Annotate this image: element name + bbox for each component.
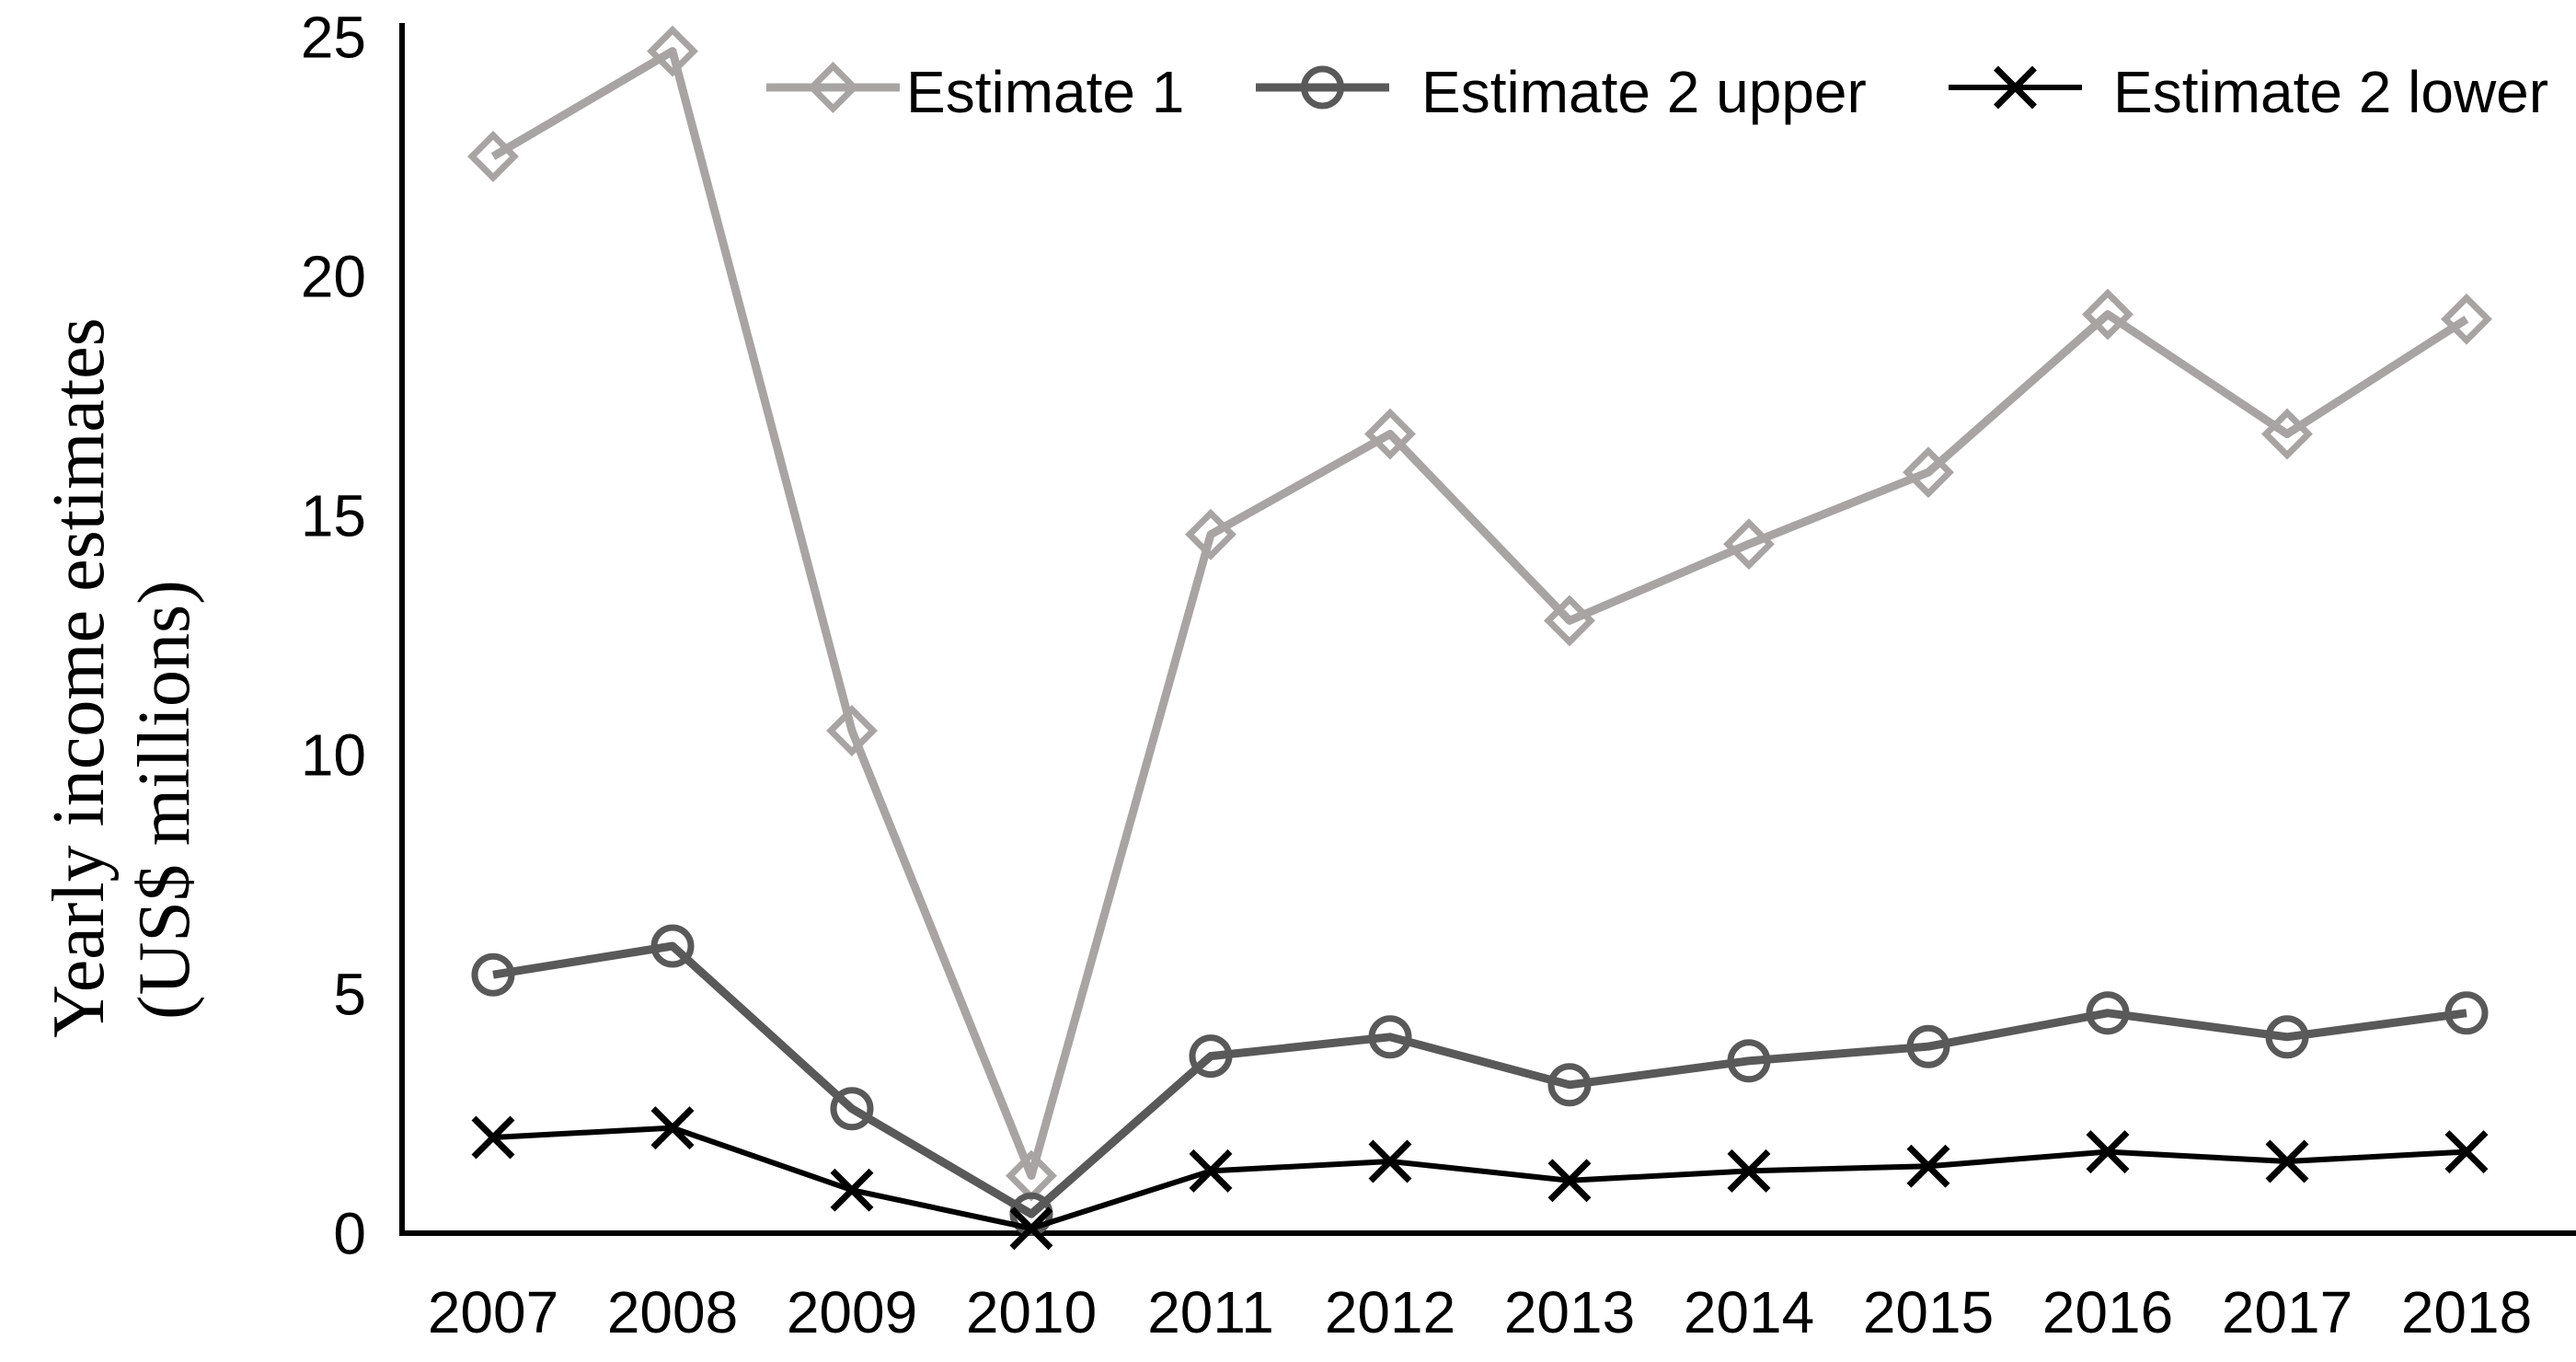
- y-axis-title-line2: (US$ millions): [124, 580, 205, 1020]
- circle-marker-icon: [1547, 1063, 1592, 1107]
- circle-marker-icon: [1368, 1015, 1412, 1059]
- x-tick-label: 2017: [2222, 1279, 2352, 1345]
- x-tick-label: 2008: [607, 1279, 738, 1345]
- legend-label: Estimate 2 upper: [1421, 59, 1867, 125]
- diamond-marker-icon: [1544, 594, 1595, 647]
- x-tick-label: 2012: [1325, 1279, 1455, 1345]
- y-tick-label: 10: [301, 721, 366, 788]
- x-tick-label: 2013: [1504, 1279, 1635, 1345]
- circle-marker-icon: [1301, 65, 1344, 110]
- x-marker-icon: [2265, 1139, 2309, 1183]
- x-tick-label: 2014: [1684, 1279, 1814, 1345]
- circle-marker-icon: [1727, 1039, 1771, 1083]
- x-tick-label: 2018: [2401, 1279, 2532, 1345]
- x-tick-label: 2007: [428, 1279, 558, 1345]
- legend: [766, 62, 2082, 113]
- x-tick-label: 2016: [2042, 1279, 2173, 1345]
- diamond-marker-icon: [2261, 408, 2313, 460]
- x-marker-icon: [1994, 65, 2037, 110]
- diamond-marker-icon: [1185, 508, 1236, 560]
- axis-lines: [399, 23, 2576, 1236]
- circle-marker-icon: [1906, 1024, 1950, 1068]
- series-estimate-1: [467, 25, 2492, 1202]
- circle-marker-icon: [650, 924, 695, 968]
- diamond-marker-icon: [1723, 518, 1775, 571]
- x-marker-icon: [1189, 1148, 1233, 1193]
- series-line: [490, 47, 2469, 1181]
- series-estimate-2-lower: [471, 1106, 2489, 1251]
- x-marker-icon: [1009, 1206, 1053, 1251]
- legend-item-1: [1256, 65, 1389, 110]
- series-line: [492, 1125, 2467, 1231]
- circle-marker-icon: [2265, 1015, 2309, 1059]
- x-tick-label: 2009: [787, 1279, 917, 1345]
- x-marker-icon: [1727, 1148, 1771, 1193]
- x-marker-icon: [650, 1106, 695, 1150]
- x-marker-icon: [830, 1168, 874, 1212]
- y-tick-label: 0: [333, 1200, 366, 1266]
- circle-marker-icon: [471, 952, 515, 997]
- circle-marker-icon: [2444, 991, 2489, 1035]
- x-marker-icon: [471, 1115, 515, 1160]
- diamond-marker-icon: [1364, 408, 1416, 460]
- x-marker-icon: [1368, 1139, 1412, 1183]
- chart-root: 0 5 10 15 20 25 2007 2008 2009 2010 2011 2012 2013 20…: [39, 4, 2576, 1345]
- diamond-marker-icon: [2441, 293, 2492, 345]
- x-tick-label: 2010: [966, 1279, 1097, 1345]
- diamond-marker-icon: [2082, 288, 2133, 340]
- y-tick-label: 15: [301, 482, 366, 548]
- diamond-marker-icon: [807, 62, 859, 113]
- x-marker-icon: [1906, 1144, 1950, 1188]
- circle-marker-icon: [1189, 1034, 1233, 1079]
- y-axis-title-line1: Yearly income estimates: [39, 317, 120, 1038]
- x-tick-label: 2011: [1147, 1279, 1274, 1345]
- x-marker-icon: [1547, 1159, 1592, 1203]
- y-tick-label: 25: [301, 4, 366, 70]
- diamond-marker-icon: [647, 25, 698, 77]
- y-tick-label: 20: [301, 243, 366, 309]
- legend-item-2: [1949, 65, 2082, 110]
- diamond-marker-icon: [826, 705, 878, 756]
- x-marker-icon: [2444, 1130, 2489, 1174]
- series-line: [492, 941, 2467, 1218]
- x-tick-label: 2015: [1863, 1279, 1994, 1345]
- circle-marker-icon: [2086, 991, 2130, 1035]
- diamond-marker-icon: [467, 131, 519, 182]
- legend-item-0: [766, 62, 900, 113]
- series-estimate-2-upper: [471, 924, 2489, 1236]
- y-tick-label: 5: [333, 961, 366, 1027]
- diamond-marker-icon: [1903, 446, 1954, 499]
- circle-marker-icon: [830, 1087, 874, 1131]
- legend-label: Estimate 1: [906, 59, 1184, 125]
- legend-label: Estimate 2 lower: [2113, 59, 2548, 125]
- x-marker-icon: [2086, 1130, 2130, 1174]
